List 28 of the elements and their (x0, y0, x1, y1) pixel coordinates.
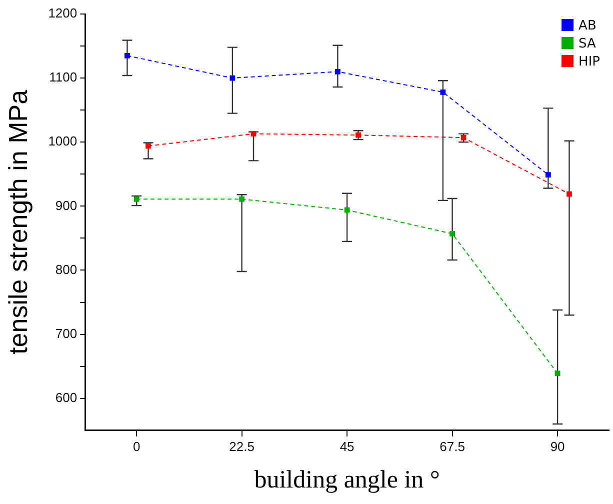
point (146, 143, 151, 149)
y-tick-label: 1200 (48, 6, 78, 21)
legend-label: HIP (578, 54, 600, 70)
y-tick-label: 800 (55, 262, 78, 277)
point (335, 68, 340, 74)
x-tick-label: 67.5 (440, 438, 465, 454)
y-tick-label: 1100 (49, 70, 78, 85)
point (554, 370, 560, 376)
y-tick-label: 1000 (48, 134, 78, 149)
point (124, 52, 130, 58)
y-tick-label: 700 (55, 326, 78, 341)
point (250, 131, 256, 136)
point (450, 231, 455, 236)
legend-label: SA (578, 36, 596, 52)
y-tick-label: 900 (55, 198, 78, 213)
y-axis-title: tensile strength in MPa (2, 89, 33, 354)
point (239, 196, 245, 202)
legend-label: AB (578, 18, 596, 34)
point (566, 191, 572, 197)
x-tick-label: 0 (132, 438, 140, 454)
point (134, 196, 140, 202)
x-tick-label: 22.5 (229, 438, 254, 454)
point (440, 89, 446, 95)
x-tick-label: 45 (340, 438, 354, 454)
point (546, 172, 551, 178)
y-tick-label: 600 (55, 390, 78, 405)
x-axis-title: building angle in ° (254, 466, 440, 494)
x-tick-label: 90 (550, 438, 565, 454)
